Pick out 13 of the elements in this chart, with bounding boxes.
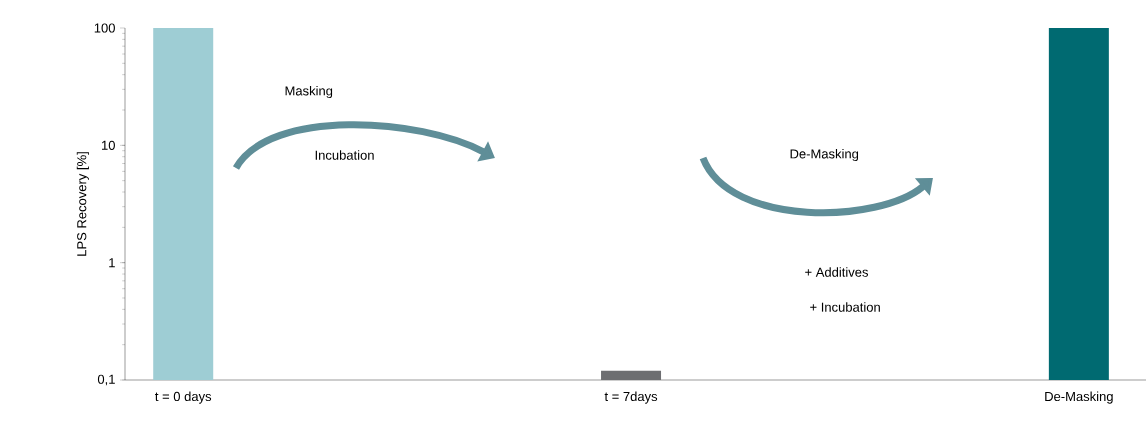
- y-axis-title: LPS Recovery [%]: [76, 152, 89, 256]
- annotation: + Additives: [805, 267, 869, 277]
- annotation: Incubation: [315, 150, 374, 160]
- annotation: Masking: [285, 85, 333, 99]
- y-tick-label: 0,1: [97, 374, 115, 386]
- annotation: De-Masking: [790, 148, 859, 162]
- y-tick-label: 10: [101, 140, 115, 150]
- y-tick-label: 100: [94, 23, 115, 33]
- x-tick-label: De-Masking: [1045, 391, 1113, 404]
- x-tick-label: t = 7days: [604, 391, 658, 404]
- y-tick-label: 1: [109, 258, 115, 268]
- x-tick-label: t = 0 days: [155, 391, 212, 404]
- annotation: + Incubation: [810, 302, 880, 312]
